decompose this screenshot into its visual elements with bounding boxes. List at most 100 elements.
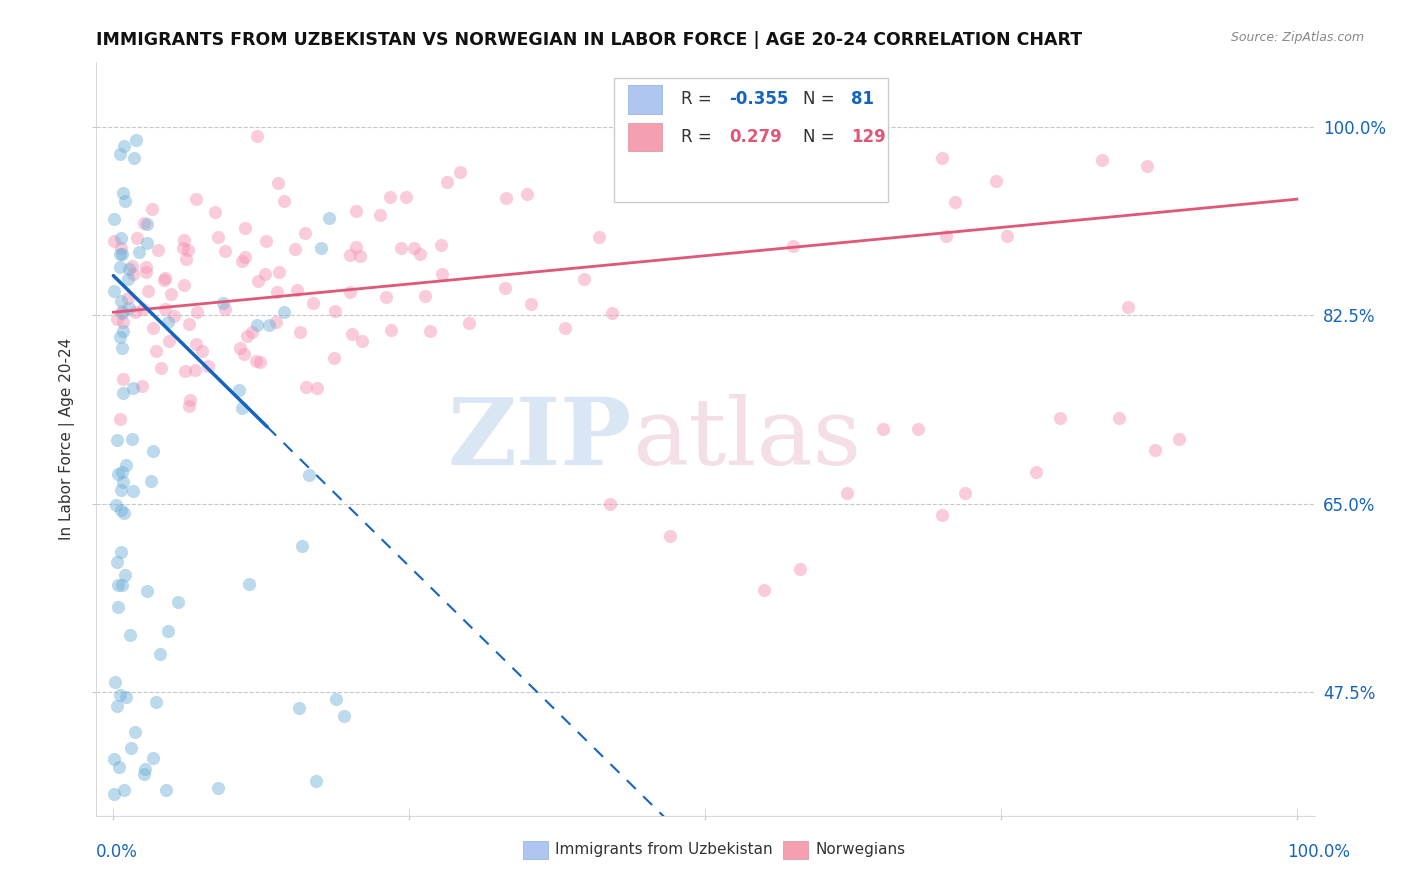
Point (173, 277, 195, 292)
Point (1091, 153, 1114, 167)
Point (340, 326, 363, 341)
Point (1167, 433, 1189, 447)
Point (519, 296, 541, 310)
Point (672, 175, 695, 189)
Point (184, 363, 207, 377)
Point (935, 228, 957, 243)
Point (943, 195, 966, 210)
Point (103, 234, 125, 248)
Point (184, 337, 207, 351)
Text: N =: N = (803, 128, 839, 146)
Point (245, 354, 267, 368)
Point (350, 334, 373, 348)
Point (995, 229, 1018, 244)
Point (124, 725, 146, 739)
Point (273, 194, 295, 208)
Point (339, 248, 361, 262)
Point (1143, 443, 1166, 458)
Point (931, 151, 953, 165)
Point (436, 176, 458, 190)
Point (449, 164, 471, 178)
Point (955, 486, 977, 500)
Text: N =: N = (803, 90, 839, 108)
Point (108, 330, 131, 344)
Point (204, 205, 226, 219)
Point (136, 583, 159, 598)
Text: IMMIGRANTS FROM UZBEKISTAN VS NORWEGIAN IN LABOR FORCE | AGE 20-24 CORRELATION C: IMMIGRANTS FROM UZBEKISTAN VS NORWEGIAN … (96, 31, 1081, 49)
Point (231, 253, 253, 268)
Point (148, 243, 170, 257)
Point (141, 474, 163, 488)
Point (318, 211, 340, 225)
Point (368, 208, 391, 222)
Point (177, 244, 200, 258)
Point (177, 399, 200, 413)
Text: 0.0%: 0.0% (96, 843, 138, 861)
Point (233, 250, 256, 264)
Point (118, 628, 141, 642)
Point (105, 498, 128, 512)
Point (122, 483, 145, 498)
Point (290, 325, 312, 339)
Point (754, 583, 776, 598)
Point (103, 751, 125, 765)
Text: atlas: atlas (631, 394, 862, 484)
Point (103, 787, 125, 801)
Point (111, 341, 134, 355)
Point (554, 320, 576, 334)
Point (117, 271, 139, 285)
Text: 81: 81 (852, 90, 875, 108)
Point (302, 296, 325, 310)
Point (184, 192, 207, 206)
Point (172, 241, 194, 255)
Point (156, 315, 179, 329)
Point (136, 236, 159, 251)
Point (110, 502, 132, 516)
Point (430, 238, 453, 252)
Point (134, 216, 156, 230)
Point (112, 506, 135, 520)
Point (111, 247, 134, 261)
Point (136, 217, 159, 231)
Point (214, 302, 236, 317)
Point (120, 740, 142, 755)
FancyBboxPatch shape (628, 123, 662, 152)
Point (413, 289, 436, 303)
Point (212, 296, 235, 310)
Point (103, 212, 125, 227)
Point (115, 458, 138, 472)
Point (112, 385, 135, 400)
Point (494, 281, 516, 295)
Point (111, 475, 134, 490)
Text: 100.0%: 100.0% (1286, 843, 1350, 861)
Point (156, 624, 179, 638)
Point (325, 691, 347, 706)
Y-axis label: In Labor Force | Age 20-24: In Labor Force | Age 20-24 (59, 338, 76, 541)
Point (375, 290, 398, 304)
Point (149, 647, 172, 661)
Point (107, 467, 129, 482)
Point (128, 244, 150, 259)
Point (179, 392, 201, 407)
Point (110, 293, 132, 308)
Point (495, 191, 517, 205)
Point (395, 190, 418, 204)
Point (267, 176, 290, 190)
Point (108, 688, 131, 702)
Point (135, 265, 157, 279)
Text: -0.355: -0.355 (730, 90, 789, 108)
Point (105, 698, 128, 713)
Point (380, 323, 402, 337)
Point (105, 434, 128, 448)
Point (458, 316, 481, 330)
Point (294, 227, 316, 241)
Point (108, 412, 131, 426)
Point (117, 301, 139, 315)
Point (228, 383, 250, 397)
Point (145, 695, 167, 709)
Point (323, 304, 346, 318)
Point (291, 539, 314, 553)
Point (305, 774, 328, 789)
Point (1049, 410, 1071, 425)
Point (207, 230, 229, 244)
